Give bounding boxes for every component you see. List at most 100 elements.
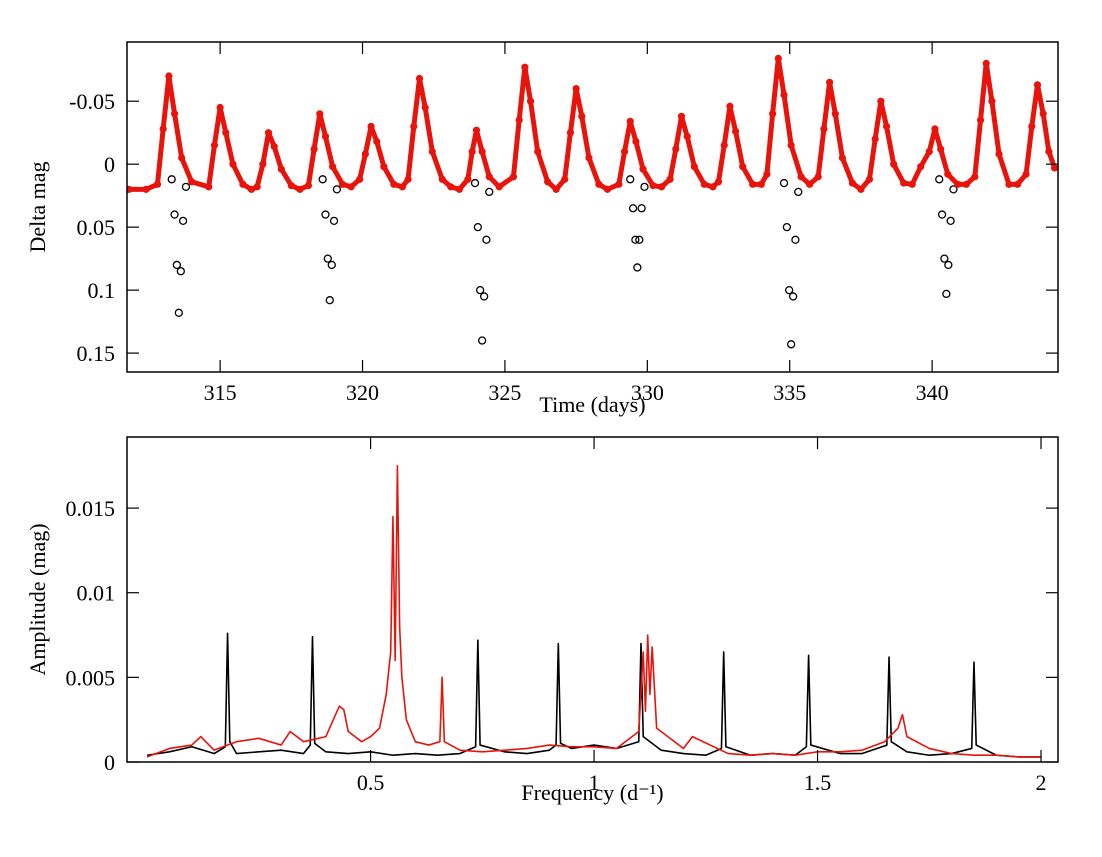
y-tick-label: 0.005 [66,665,116,690]
data-point [229,160,237,168]
data-point [390,180,398,188]
x-axis-label: Time (days) [539,392,645,417]
data-point [749,180,757,188]
y-tick-label: 0 [104,152,115,177]
data-point [410,122,418,130]
data-point [937,210,947,219]
data-point [188,178,196,186]
x-tick-label: 320 [346,380,379,405]
y-tick-label: 0.15 [77,341,116,366]
data-point [940,254,949,263]
data-point [633,263,642,272]
data-point [428,147,436,156]
data-point [479,292,489,301]
data-point [626,175,635,184]
data-point [791,235,800,244]
plot-frame [126,436,1059,763]
data-point [976,116,985,124]
data-point [323,254,332,263]
data-point [495,183,503,191]
data-point [404,175,412,183]
data-point [946,216,955,226]
data-point [316,110,324,118]
data-point [167,175,176,184]
data-point [509,173,518,181]
data-point [1033,81,1042,89]
x-tick-label: 1 [589,770,600,795]
data-point [455,185,463,193]
data-point [321,132,330,141]
data-point [318,175,327,184]
data-point [222,129,230,137]
y-tick-label: 0 [104,750,115,775]
plot-frame [126,41,1059,373]
data-point [769,110,777,118]
data-point [626,117,634,125]
data-point [578,112,586,120]
data-point [890,160,898,168]
data-point [637,204,646,213]
data-point [181,182,191,191]
data-point [962,180,970,188]
data-point [159,125,167,133]
data-point [877,97,885,105]
y-tick-label: 0.015 [66,496,116,521]
data-point [526,97,535,105]
data-point [1039,110,1047,118]
data-point [944,170,952,178]
data-point [296,185,304,193]
data-point [176,267,185,276]
data-point [485,173,493,181]
data-point [259,160,267,168]
data-point [848,179,856,187]
data-point [672,145,680,153]
data-point [995,150,1003,158]
data-point [332,185,342,194]
plot-area [127,54,1058,349]
data-point [421,103,429,112]
data-point [468,147,476,156]
data-point [825,78,834,86]
data-point [942,289,951,299]
data-point [127,185,133,193]
data-point [774,54,782,62]
data-point [628,204,638,213]
data-point [931,125,939,133]
data-point [325,296,334,305]
data-point [572,85,580,93]
data-point [865,175,874,183]
data-point [683,132,691,141]
data-point [566,129,575,137]
data-point [677,112,686,120]
data-point [367,122,375,130]
series-line [146,464,1042,758]
data-point [172,260,181,270]
data-point [304,181,313,190]
data-point [720,141,728,149]
data-point [631,235,640,244]
data-point [327,260,336,270]
data-point [615,180,623,188]
data-point [321,210,330,219]
data-point [714,178,723,186]
data-point [338,180,347,188]
data-point [239,180,247,188]
data-point [603,185,612,193]
data-point [447,183,455,191]
x-tick-label: 335 [773,380,806,405]
y-tick-label: -0.05 [69,89,115,114]
data-point [329,163,337,171]
data-point [857,185,865,193]
data-point [544,178,552,186]
data-point [287,181,295,190]
data-point [700,180,708,188]
y-tick-label: 0.1 [88,278,116,303]
x-tick-label: 340 [916,380,949,405]
data-point [838,154,847,162]
data-point [1005,180,1013,188]
data-point [142,185,150,193]
data-point [482,235,491,244]
data-point [595,180,603,188]
data-point [361,150,369,158]
